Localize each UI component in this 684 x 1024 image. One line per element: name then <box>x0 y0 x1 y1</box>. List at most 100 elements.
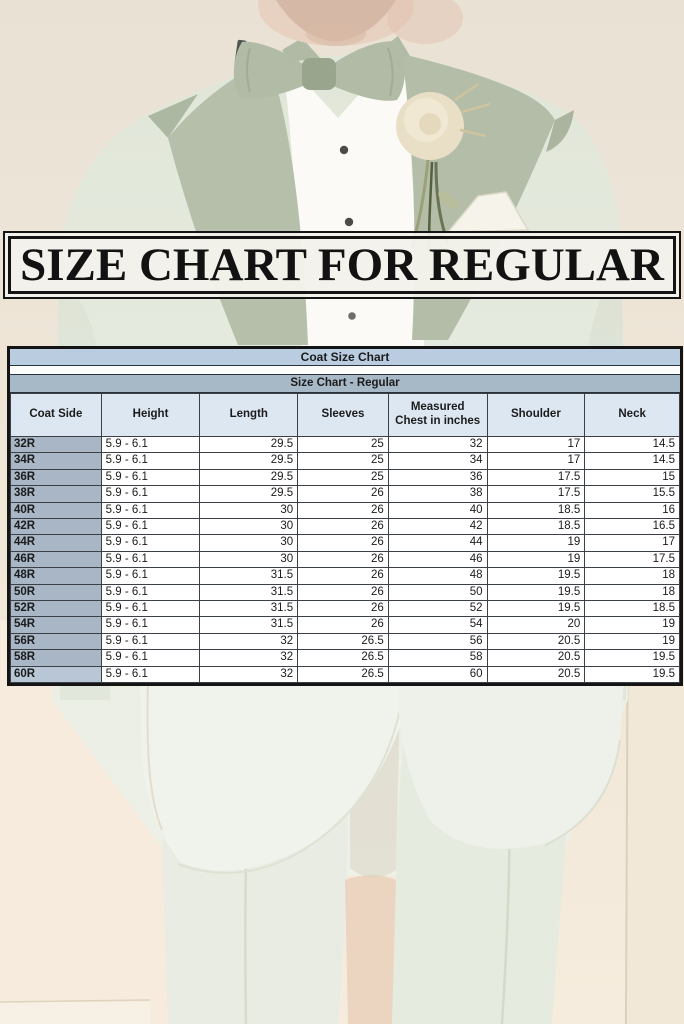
measurement-cell: 17.5 <box>584 550 680 569</box>
measurement-cell: 19 <box>486 550 586 569</box>
column-header: Measured Chest in inches <box>387 393 488 437</box>
measurement-cell: 30 <box>199 501 299 520</box>
banner-title: SIZE CHART FOR REGULAR <box>20 239 664 291</box>
table-row: 56R 5.9 - 6.1 32 26.5 56 20.5 19 <box>10 632 680 651</box>
measurement-cell: 26.5 <box>297 632 389 651</box>
measurement-cell: 26 <box>297 518 389 536</box>
measurement-cell: 5.9 - 6.1 <box>100 600 201 618</box>
measurement-cell: 29.5 <box>199 452 299 470</box>
column-header: Height <box>100 393 201 437</box>
measurement-cell: 30 <box>199 550 299 569</box>
table-row: 58R 5.9 - 6.1 32 26.5 58 20.5 19.5 <box>10 649 680 667</box>
size-label-cell: 52R <box>10 600 102 618</box>
measurement-cell: 31.5 <box>199 600 299 618</box>
size-label-cell: 40R <box>10 501 102 520</box>
measurement-cell: 5.9 - 6.1 <box>100 452 201 470</box>
measurement-cell: 18 <box>584 567 680 585</box>
measurement-cell: 56 <box>387 632 488 651</box>
size-label-cell: 32R <box>10 435 102 454</box>
measurement-cell: 5.9 - 6.1 <box>100 616 201 634</box>
size-label-cell: 42R <box>10 518 102 536</box>
measurement-cell: 50 <box>387 583 488 602</box>
measurement-cell: 19.5 <box>486 600 586 618</box>
column-header: Sleeves <box>297 393 389 437</box>
measurement-cell: 31.5 <box>199 583 299 602</box>
table-row: 52R 5.9 - 6.1 31.5 26 52 19.5 18.5 <box>10 600 680 618</box>
measurement-cell: 15 <box>584 468 680 487</box>
measurement-cell: 25 <box>297 452 389 470</box>
table-row: 48R 5.9 - 6.1 31.5 26 48 19.5 18 <box>10 567 680 585</box>
measurement-cell: 17 <box>486 452 586 470</box>
measurement-cell: 17 <box>486 435 586 454</box>
measurement-cell: 29.5 <box>199 435 299 454</box>
measurement-cell: 48 <box>387 567 488 585</box>
size-label-cell: 58R <box>10 649 102 667</box>
table-row: 46R 5.9 - 6.1 30 26 46 19 17.5 <box>10 550 680 569</box>
size-label-cell: 36R <box>10 468 102 487</box>
measurement-cell: 30 <box>199 518 299 536</box>
table-row: 54R 5.9 - 6.1 31.5 26 54 20 19 <box>10 616 680 634</box>
measurement-cell: 17 <box>584 534 680 552</box>
table-row: 36R 5.9 - 6.1 29.5 25 36 17.5 15 <box>10 468 680 487</box>
measurement-cell: 34 <box>387 452 488 470</box>
measurement-cell: 54 <box>387 616 488 634</box>
size-label-cell: 38R <box>10 485 102 503</box>
measurement-cell: 26 <box>297 600 389 618</box>
column-header: Shoulder <box>486 393 586 437</box>
measurement-cell: 5.9 - 6.1 <box>100 435 201 454</box>
table-row: 60R 5.9 - 6.1 32 26.5 60 20.5 19.5 <box>10 665 680 684</box>
measurement-cell: 18.5 <box>486 518 586 536</box>
coat-size-chart: Coat Size Chart Size Chart - Regular Coa… <box>7 346 683 687</box>
measurement-cell: 5.9 - 6.1 <box>100 468 201 487</box>
measurement-cell: 26 <box>297 616 389 634</box>
size-label-cell: 44R <box>10 534 102 552</box>
measurement-cell: 38 <box>387 485 488 503</box>
measurement-cell: 40 <box>387 501 488 520</box>
column-header: Coat Side <box>10 393 102 437</box>
measurement-cell: 46 <box>387 550 488 569</box>
chart-spacer <box>10 366 680 375</box>
measurement-cell: 5.9 - 6.1 <box>100 485 201 503</box>
measurement-cell: 5.9 - 6.1 <box>100 550 201 569</box>
measurement-cell: 5.9 - 6.1 <box>100 534 201 552</box>
measurement-cell: 5.9 - 6.1 <box>100 665 201 684</box>
measurement-cell: 30 <box>199 534 299 552</box>
measurement-cell: 14.5 <box>584 452 680 470</box>
measurement-cell: 5.9 - 6.1 <box>100 649 201 667</box>
measurement-cell: 42 <box>387 518 488 536</box>
measurement-cell: 17.5 <box>486 485 586 503</box>
measurement-cell: 18 <box>584 583 680 602</box>
measurement-cell: 26.5 <box>297 665 389 684</box>
column-header: Neck <box>584 393 680 437</box>
measurement-cell: 58 <box>387 649 488 667</box>
column-header: Length <box>199 393 299 437</box>
measurement-cell: 5.9 - 6.1 <box>100 583 201 602</box>
measurement-cell: 32 <box>199 649 299 667</box>
measurement-cell: 26 <box>297 550 389 569</box>
size-table-header: Coat Side Height Length Sleeves Measured Che… <box>10 393 680 437</box>
measurement-cell: 25 <box>297 468 389 487</box>
measurement-cell: 20.5 <box>486 665 586 684</box>
measurement-cell: 14.5 <box>584 435 680 454</box>
measurement-cell: 16 <box>584 501 680 520</box>
measurement-cell: 18.5 <box>486 501 586 520</box>
measurement-cell: 5.9 - 6.1 <box>100 567 201 585</box>
measurement-cell: 5.9 - 6.1 <box>100 632 201 651</box>
measurement-cell: 60 <box>387 665 488 684</box>
table-row: 34R 5.9 - 6.1 29.5 25 34 17 14.5 <box>10 452 680 470</box>
measurement-cell: 52 <box>387 600 488 618</box>
measurement-cell: 31.5 <box>199 616 299 634</box>
size-label-cell: 46R <box>10 550 102 569</box>
measurement-cell: 26 <box>297 501 389 520</box>
measurement-cell: 5.9 - 6.1 <box>100 501 201 520</box>
measurement-cell: 20.5 <box>486 632 586 651</box>
size-label-cell: 56R <box>10 632 102 651</box>
measurement-cell: 19.5 <box>486 567 586 585</box>
size-label-cell: 50R <box>10 583 102 602</box>
measurement-cell: 44 <box>387 534 488 552</box>
measurement-cell: 17.5 <box>486 468 586 487</box>
size-label-cell: 34R <box>10 452 102 470</box>
size-chart-banner: SIZE CHART FOR REGULAR <box>3 231 681 299</box>
size-label-cell: 60R <box>10 665 102 684</box>
banner-frame: SIZE CHART FOR REGULAR <box>8 236 676 294</box>
